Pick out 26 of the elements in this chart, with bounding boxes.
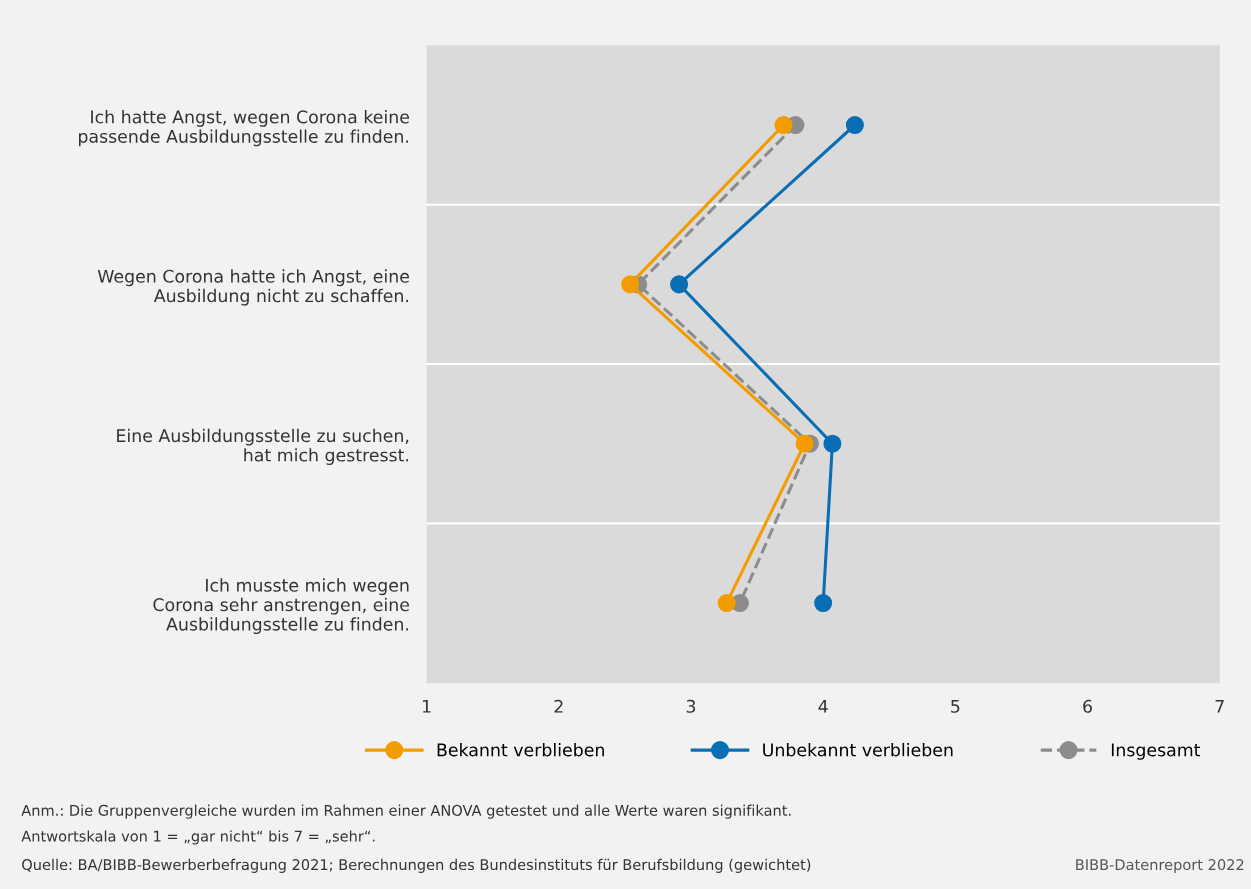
x-tick-label: 5 — [951, 699, 960, 713]
x-tick-label: 1 — [422, 699, 431, 713]
y-tick-label: Ich musste mich wegen Corona sehr anstrengen, eine Ausbildungsstelle zu finden. — [153, 578, 409, 635]
y-tick-label: Ich hatte Angst, wegen Corona keine passende Ausbildungsstelle zu finden. — [78, 110, 409, 147]
point — [621, 275, 640, 294]
point — [670, 275, 689, 294]
point — [774, 115, 793, 135]
legend-label: Bekannt verblieben — [437, 743, 604, 757]
x-tick-label: 3 — [686, 699, 696, 713]
x-tick-label: 2 — [554, 699, 563, 713]
point — [823, 434, 842, 453]
y-tick-label: Eine Ausbildungsstelle zu suchen, hat mich gestresst. — [117, 428, 409, 465]
x-tick-label: 7 — [1215, 699, 1224, 713]
point — [795, 434, 814, 453]
x-tick-label: 6 — [1083, 699, 1092, 713]
legend-label: Unbekannt verblieben — [763, 743, 953, 757]
point — [814, 594, 833, 613]
source-note: Quelle: BA/BIBB-Bewerberbefragung 2021; Berechnungen des Bundesinstituts für Berufsbildung (gewichtet) — [22, 858, 811, 873]
point — [717, 594, 736, 613]
legend-label: Insgesamt — [1111, 743, 1201, 760]
x-tick-label: 4 — [818, 699, 828, 713]
text: BIBB-Datenreport 2022 — [1076, 859, 1244, 873]
text: Anm.: Die Gruppenvergleiche wurden im Rahmen einer ANOVA getestet und alle Werte waren signifikant. — [21, 804, 791, 819]
point — [845, 115, 864, 135]
text: Antwortskala von 1 = „gar nicht“ bis 7 = „sehr“. — [21, 830, 375, 845]
y-tick-label: Wegen Corona hatte ich Angst, eine Ausbildung nicht zu schaffen. — [97, 269, 409, 306]
